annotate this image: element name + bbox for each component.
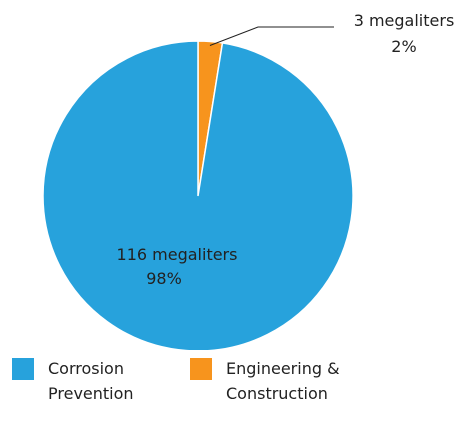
legend-item: Engineering & Construction: [190, 356, 368, 406]
data-label: 3 megaliters: [354, 11, 455, 30]
pie-slice: [42, 40, 354, 350]
data-label: 116 megaliters: [117, 245, 238, 264]
leader-line: [209, 26, 334, 46]
legend-label: Corrosion Prevention: [48, 359, 134, 403]
legend-item: Corrosion Prevention: [12, 356, 190, 406]
legend-swatch: [12, 358, 34, 380]
legend: Corrosion Prevention Engineering & Constr…: [12, 356, 368, 406]
data-label: 2%: [391, 37, 416, 56]
chart: 116 megaliters 98% 3 megaliters 2%: [42, 11, 455, 350]
data-label: 98%: [146, 269, 182, 288]
legend-swatch: [190, 358, 212, 380]
legend-label: Engineering & Construction: [226, 359, 340, 403]
